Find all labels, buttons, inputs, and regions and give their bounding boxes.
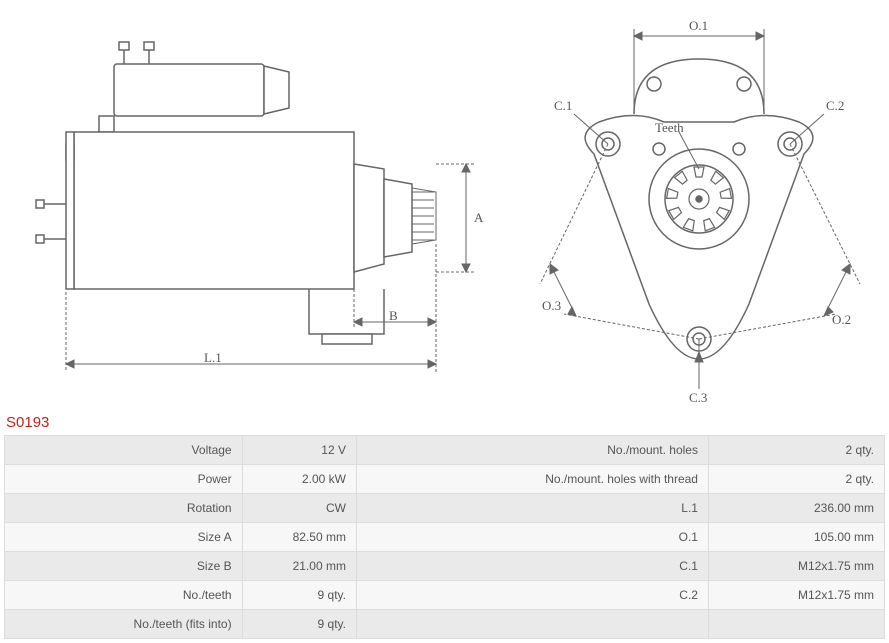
table-row: Size A82.50 mmO.1105.00 mm xyxy=(5,523,885,552)
spec-label: Rotation xyxy=(5,494,243,523)
spec-label: Power xyxy=(5,465,243,494)
dim-label-c1: C.1 xyxy=(554,98,572,113)
spec-label: Voltage xyxy=(5,436,243,465)
dim-label-b: B xyxy=(389,308,398,323)
spec-label: C.1 xyxy=(356,552,708,581)
spec-value: 82.50 mm xyxy=(242,523,356,552)
spec-value: 236.00 mm xyxy=(708,494,884,523)
table-row: RotationCWL.1236.00 mm xyxy=(5,494,885,523)
spec-label: Size B xyxy=(5,552,243,581)
spec-label: L.1 xyxy=(356,494,708,523)
spec-value: 2 qty. xyxy=(708,436,884,465)
dim-label-c3: C.3 xyxy=(689,390,707,404)
dim-label-teeth: Teeth xyxy=(655,120,684,135)
part-number: S0193 xyxy=(6,414,885,431)
spec-value: 2 qty. xyxy=(708,465,884,494)
dim-label-l1: L.1 xyxy=(204,350,222,365)
table-row: Voltage12 VNo./mount. holes2 qty. xyxy=(5,436,885,465)
spec-value: 21.00 mm xyxy=(242,552,356,581)
table-row: Power2.00 kWNo./mount. holes with thread… xyxy=(5,465,885,494)
spec-label: Size A xyxy=(5,523,243,552)
table-row: No./teeth (fits into)9 qty. xyxy=(5,610,885,639)
spec-value: M12x1.75 mm xyxy=(708,552,884,581)
spec-label: O.1 xyxy=(356,523,708,552)
spec-label: No./teeth xyxy=(5,581,243,610)
spec-value: 9 qty. xyxy=(242,581,356,610)
spec-label: No./mount. holes with thread xyxy=(356,465,708,494)
spec-value: 9 qty. xyxy=(242,610,356,639)
spec-value: M12x1.75 mm xyxy=(708,581,884,610)
spec-value: CW xyxy=(242,494,356,523)
spec-label: C.2 xyxy=(356,581,708,610)
front-view-diagram: O.1 C.1 C.2 Teeth O.3 O.2 C.3 xyxy=(504,4,889,404)
spec-value: 105.00 mm xyxy=(708,523,884,552)
spec-value xyxy=(708,610,884,639)
spec-label xyxy=(356,610,708,639)
spec-label: No./mount. holes xyxy=(356,436,708,465)
dim-label-c2: C.2 xyxy=(826,98,844,113)
table-row: Size B21.00 mmC.1M12x1.75 mm xyxy=(5,552,885,581)
dim-label-a: A xyxy=(474,210,484,225)
dim-label-o3: O.3 xyxy=(542,298,561,313)
spec-table: Voltage12 VNo./mount. holes2 qty.Power2.… xyxy=(4,435,885,639)
spec-label: No./teeth (fits into) xyxy=(5,610,243,639)
spec-value: 2.00 kW xyxy=(242,465,356,494)
table-row: No./teeth9 qty.C.2M12x1.75 mm xyxy=(5,581,885,610)
side-view-diagram: A B L.1 xyxy=(4,4,484,404)
dim-label-o2: O.2 xyxy=(832,312,851,327)
spec-value: 12 V xyxy=(242,436,356,465)
dim-label-o1: O.1 xyxy=(689,18,708,33)
